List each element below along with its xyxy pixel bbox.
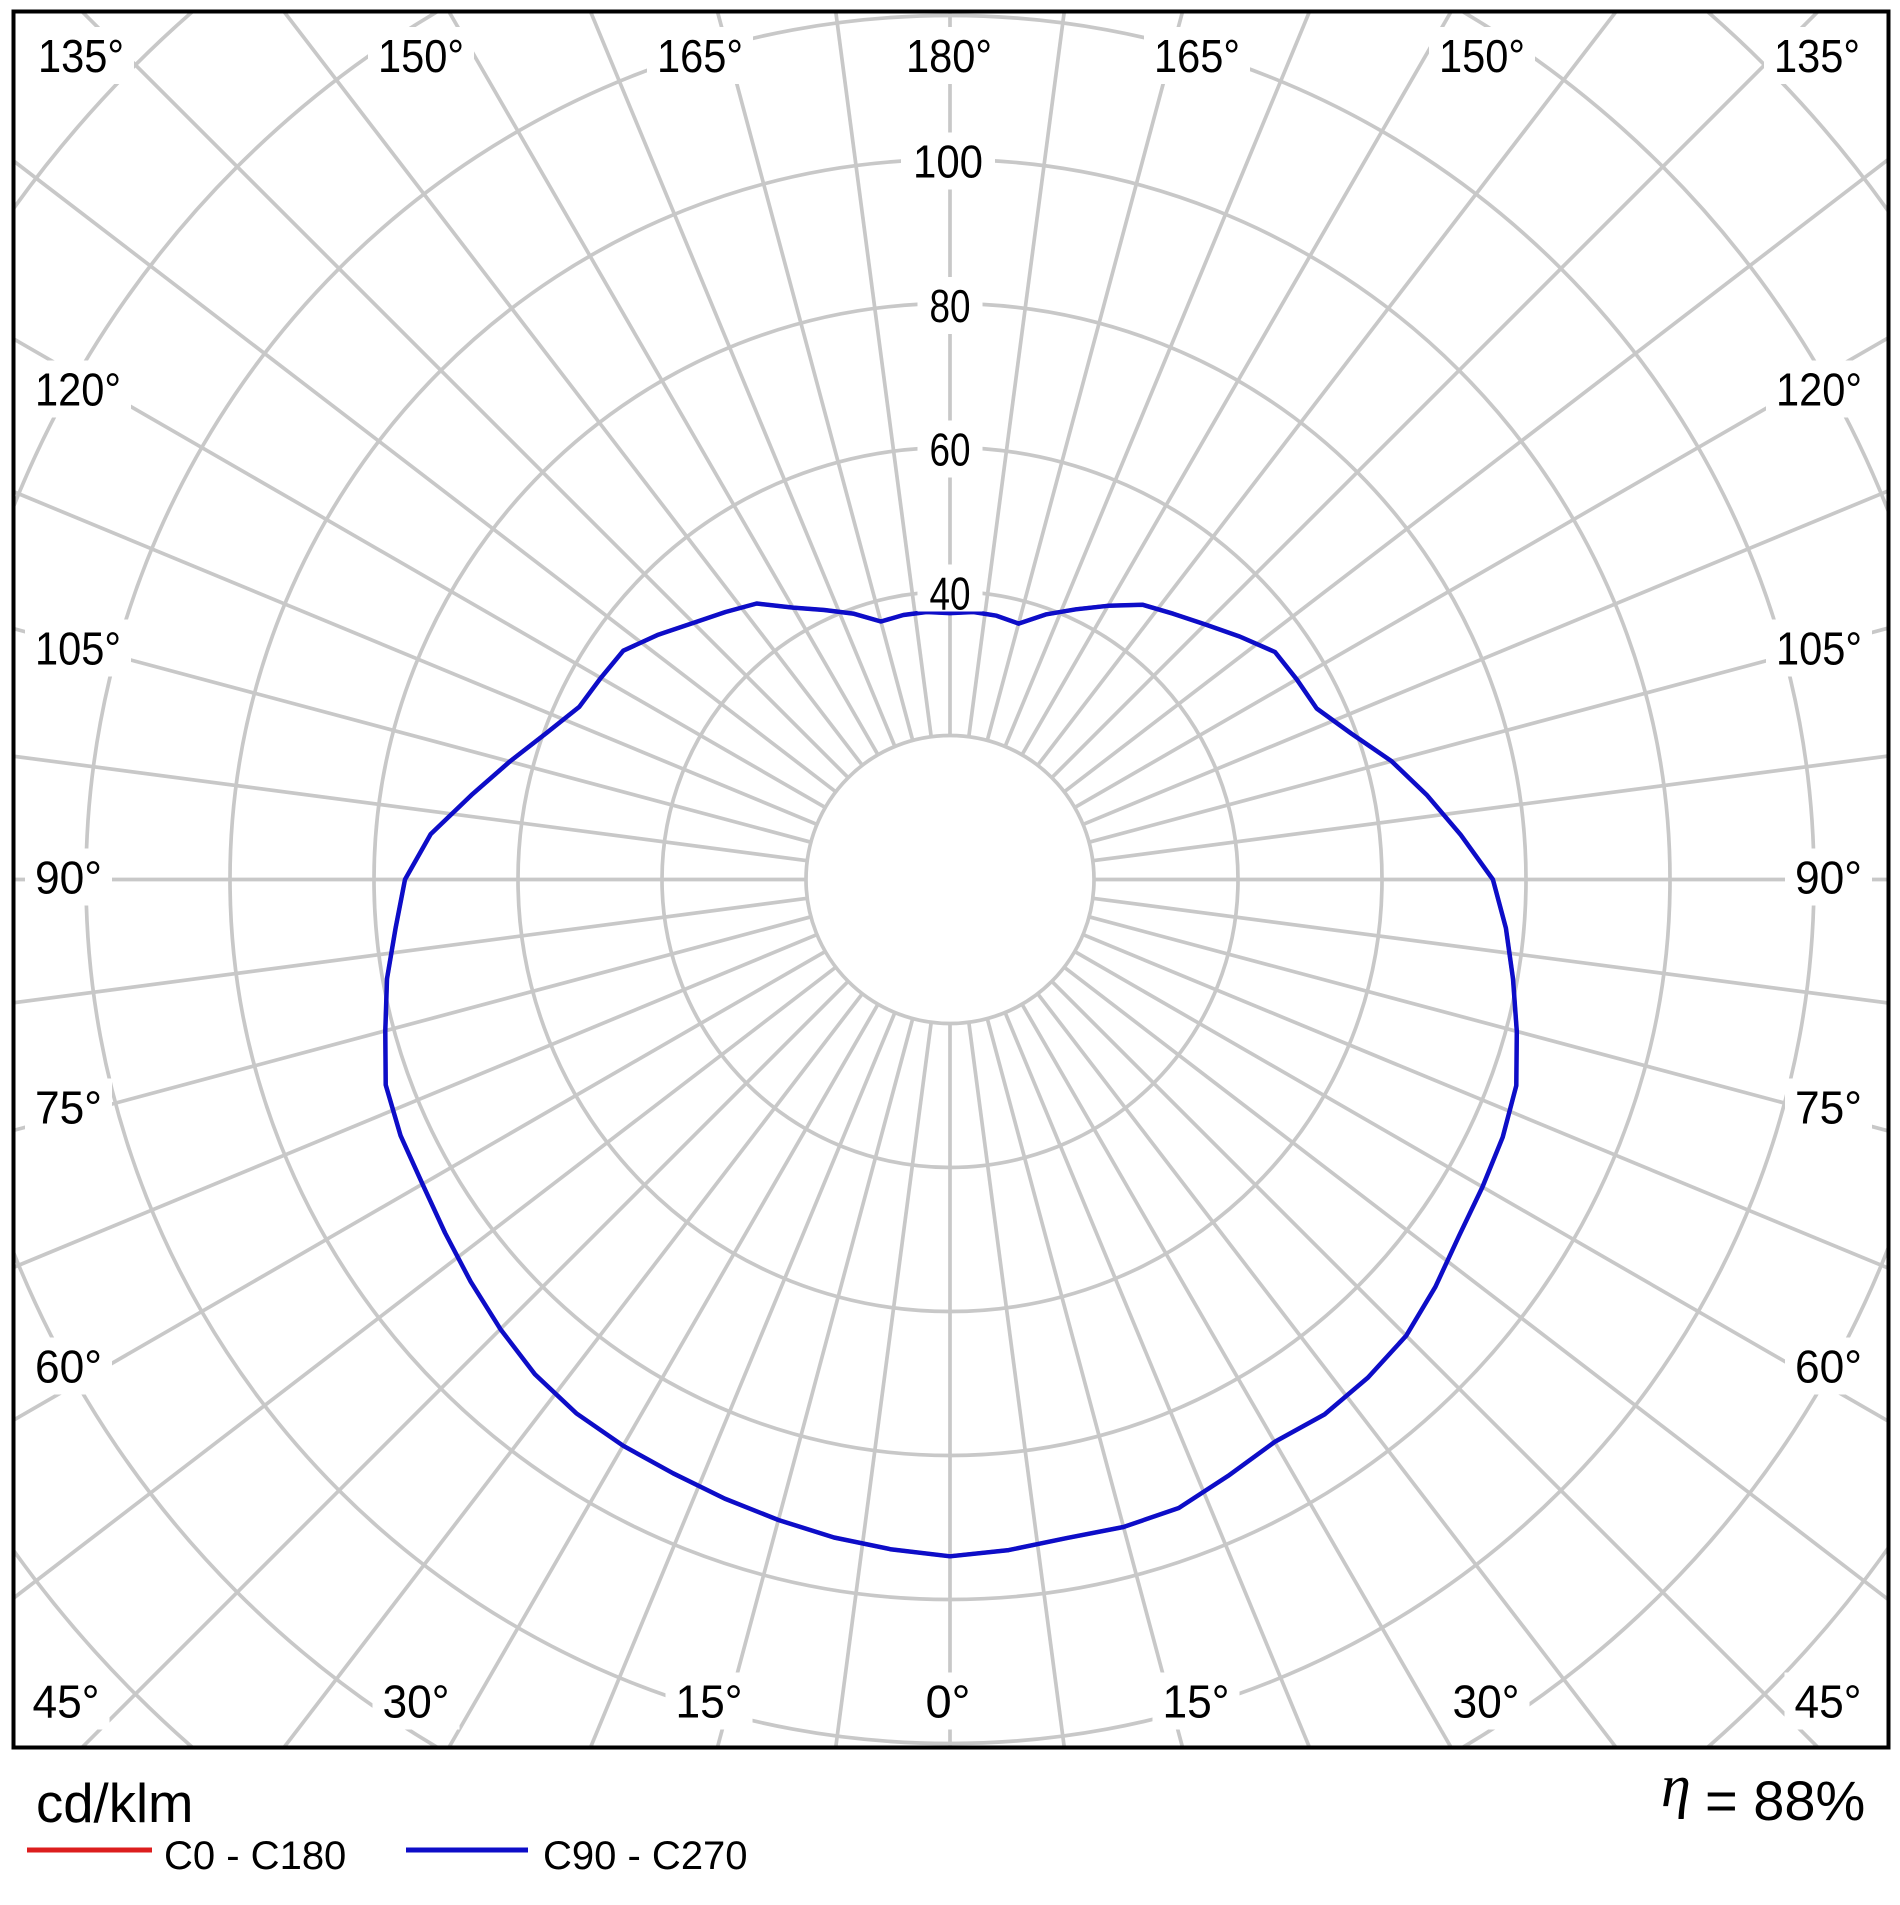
svg-text:60: 60: [930, 424, 971, 476]
svg-text:30°: 30°: [1453, 1676, 1520, 1728]
svg-text:120°: 120°: [1776, 364, 1862, 416]
svg-text:60°: 60°: [1795, 1341, 1862, 1393]
svg-text:180°: 180°: [906, 30, 992, 82]
svg-text:60°: 60°: [35, 1341, 102, 1393]
svg-text:105°: 105°: [1776, 623, 1862, 675]
svg-text:150°: 150°: [1439, 30, 1525, 82]
svg-text:= 88%: = 88%: [1705, 1769, 1865, 1832]
svg-text:80: 80: [930, 280, 971, 332]
svg-text:105°: 105°: [35, 623, 121, 675]
svg-text:150°: 150°: [378, 30, 464, 82]
svg-text:100: 100: [913, 136, 983, 188]
svg-text:75°: 75°: [1795, 1082, 1862, 1134]
svg-text:90°: 90°: [35, 852, 102, 904]
svg-text:40: 40: [930, 568, 971, 620]
svg-text:15°: 15°: [1163, 1676, 1230, 1728]
svg-text:C0 - C180: C0 - C180: [164, 1834, 346, 1878]
svg-text:0°: 0°: [926, 1676, 971, 1728]
svg-text:165°: 165°: [1154, 30, 1240, 82]
svg-text:120°: 120°: [35, 364, 121, 416]
svg-text:45°: 45°: [33, 1676, 100, 1728]
svg-text:C90 - C270: C90 - C270: [543, 1834, 748, 1878]
svg-text:135°: 135°: [38, 30, 124, 82]
svg-text:30°: 30°: [383, 1676, 450, 1728]
svg-text:75°: 75°: [35, 1082, 102, 1134]
svg-text:15°: 15°: [676, 1676, 743, 1728]
svg-text:cd/klm: cd/klm: [36, 1773, 193, 1834]
svg-text:90°: 90°: [1795, 852, 1862, 904]
svg-text:45°: 45°: [1795, 1676, 1862, 1728]
svg-text:η: η: [1661, 1753, 1691, 1819]
svg-text:135°: 135°: [1774, 30, 1860, 82]
svg-text:165°: 165°: [657, 30, 743, 82]
